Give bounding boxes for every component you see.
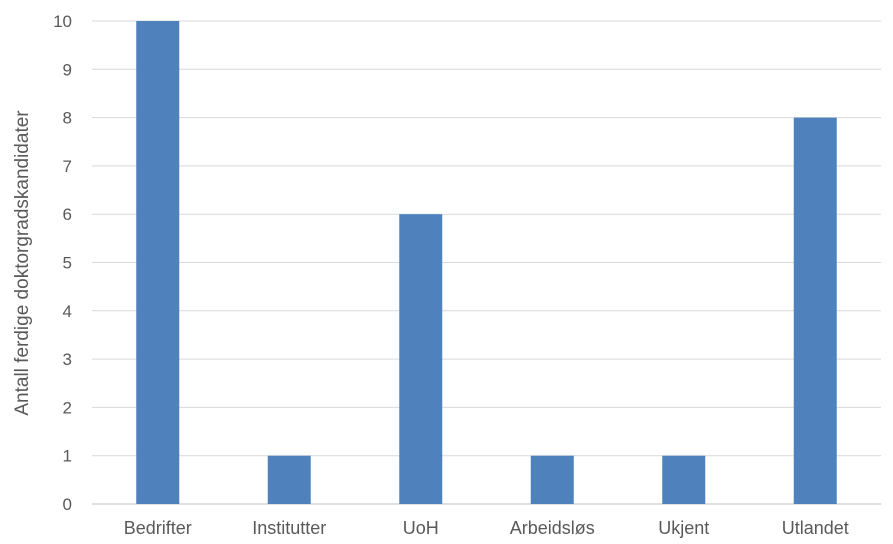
y-tick-label: 5 [63,254,72,273]
y-tick-label: 2 [63,398,72,417]
x-category-label: UoH [403,518,439,538]
y-tick-label: 4 [63,302,72,321]
bar-arbeidsløs [530,455,574,504]
x-category-label: Institutter [252,518,326,538]
y-tick-label: 9 [63,60,72,79]
y-tick-label: 1 [63,447,72,466]
x-category-label: Utlandet [782,518,849,538]
y-tick-label: 7 [63,157,72,176]
y-tick-label: 10 [53,12,72,31]
y-axis-title: Antall ferdige doktorgradskandidater [12,110,33,416]
bar-uoh [399,214,443,504]
bars [136,21,837,504]
bar-bedrifter [136,21,180,504]
y-tick-label: 8 [63,109,72,128]
x-category-label: Arbeidsløs [510,518,595,538]
y-tick-label: 6 [63,205,72,224]
gridlines [92,20,881,505]
bar-utlandet [793,117,837,504]
x-axis-labels: Bedrifter Institutter UoH Arbeidsløs Ukjent U… [124,518,849,538]
x-category-label: Ukjent [658,518,709,538]
x-category-label: Bedrifter [124,518,192,538]
bar-ukjent [662,455,706,504]
y-tick-label: 3 [63,350,72,369]
y-tick-label: 0 [63,495,72,514]
bar-institutter [267,455,311,504]
y-axis-ticks: 0 1 2 3 4 5 6 7 8 9 10 [53,12,72,514]
